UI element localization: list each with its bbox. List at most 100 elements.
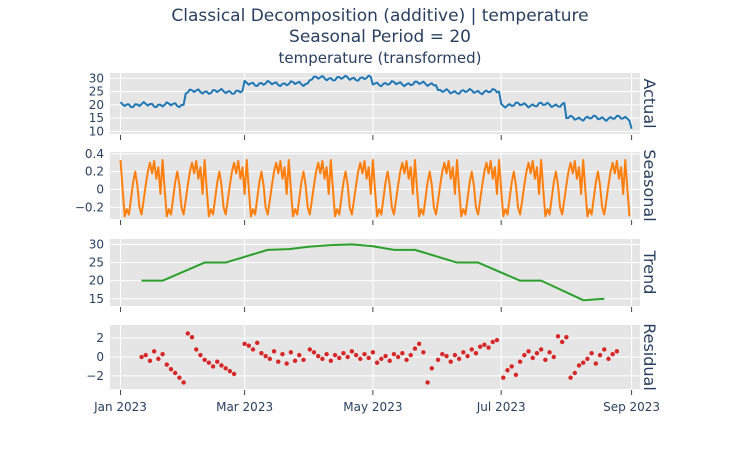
residual-point <box>223 366 228 371</box>
residual-point <box>444 353 449 359</box>
y-tick-label: 25 <box>89 85 104 99</box>
residual-point <box>379 356 384 362</box>
residual-point <box>391 351 397 357</box>
residual-point <box>602 347 607 352</box>
y-tick-label: 0 <box>96 183 104 197</box>
residual-point <box>210 364 216 369</box>
panel-label-seasonal: Seasonal <box>640 149 659 221</box>
y-tick-label: −2 <box>86 369 104 383</box>
y-tick-label: 30 <box>89 71 104 85</box>
residual-point <box>490 339 495 345</box>
residual-point <box>551 354 556 360</box>
residual-point <box>581 360 586 365</box>
residual-point <box>250 347 256 352</box>
residual-point <box>276 359 281 364</box>
residual-point <box>168 367 174 372</box>
residual-point <box>530 355 535 361</box>
panel-label-trend: Trend <box>640 250 659 295</box>
y-tick-label: 15 <box>89 111 104 125</box>
residual-point <box>177 375 182 380</box>
y-tick-label: 15 <box>89 292 104 306</box>
residual-point <box>543 357 548 363</box>
residual-point <box>320 356 325 362</box>
x-tick-label: May 2023 <box>343 400 402 414</box>
y-tick-label: 20 <box>89 98 104 112</box>
residual-point <box>606 356 611 362</box>
residual-point <box>307 347 312 352</box>
residual-point <box>435 357 441 363</box>
residual-point <box>181 380 186 385</box>
residual-point <box>215 359 220 364</box>
panel-label-actual: Actual <box>640 78 659 128</box>
residual-point <box>311 350 317 355</box>
residual-point <box>185 331 191 336</box>
residual-point <box>143 352 148 358</box>
residual-point <box>425 380 430 385</box>
residual-point <box>473 351 479 356</box>
residual-point <box>324 351 329 357</box>
residual-point <box>383 353 388 359</box>
residual-point <box>301 357 306 363</box>
panel-trend: 15 20 25 30 Trend <box>89 237 659 312</box>
residual-point <box>517 359 523 364</box>
residual-point <box>147 358 153 363</box>
residual-point <box>400 351 405 356</box>
residual-point <box>349 349 355 354</box>
residual-point <box>387 358 392 363</box>
residual-point <box>337 355 342 361</box>
residual-point <box>227 368 233 374</box>
residual-point <box>288 350 294 355</box>
residual-point <box>526 349 531 354</box>
residual-point <box>328 358 334 363</box>
residual-point <box>164 362 169 367</box>
y-tick-label: 2 <box>96 331 104 345</box>
residual-point <box>341 351 346 356</box>
residual-point <box>160 351 165 357</box>
residual-point <box>576 363 582 368</box>
residual-point <box>448 359 453 364</box>
residual-point <box>231 371 237 377</box>
residual-point <box>494 337 500 343</box>
residual-point <box>404 357 409 363</box>
residual-point <box>198 352 203 358</box>
y-tick-label: 10 <box>89 124 104 138</box>
residual-point <box>465 353 470 359</box>
residual-point <box>202 357 207 363</box>
residual-point <box>374 360 380 365</box>
x-tick-label: Sep 2023 <box>603 400 660 414</box>
residual-point <box>271 349 277 354</box>
chart-subtitle-period: Seasonal Period = 20 <box>289 27 471 47</box>
residual-point <box>242 341 247 347</box>
residual-point <box>316 353 321 359</box>
residual-point <box>362 351 367 357</box>
residual-point <box>555 334 561 339</box>
residual-point <box>151 349 157 354</box>
residual-point <box>522 352 527 358</box>
y-tick-label: 30 <box>89 237 104 251</box>
residual-point <box>538 347 544 352</box>
residual-point <box>477 344 483 349</box>
y-tick-label: 0 <box>96 350 104 364</box>
residual-point <box>572 370 577 376</box>
residual-point <box>332 352 338 358</box>
residual-point <box>461 350 466 355</box>
chart-subtitle-series: temperature (transformed) <box>278 49 481 67</box>
residual-point <box>267 356 273 362</box>
residual-point <box>345 354 350 360</box>
residual-point <box>452 352 458 358</box>
residual-point <box>589 351 594 356</box>
panel-label-residual: Residual <box>640 323 659 391</box>
residual-point <box>429 366 434 371</box>
series-line-actual <box>119 74 633 129</box>
residual-point <box>482 342 487 347</box>
residual-point <box>246 343 252 348</box>
panel-background-trend <box>110 239 640 306</box>
residual-point <box>593 361 599 366</box>
residual-point <box>585 356 590 362</box>
panel-seasonal: −0.2 0 0.2 0.4 Seasonal <box>75 147 659 225</box>
series-line-trend <box>141 243 605 302</box>
residual-point <box>564 335 569 340</box>
x-axis: Jan 2023 Mar 2023 May 2023 Jul 2023 Sep 2023 <box>93 400 660 414</box>
